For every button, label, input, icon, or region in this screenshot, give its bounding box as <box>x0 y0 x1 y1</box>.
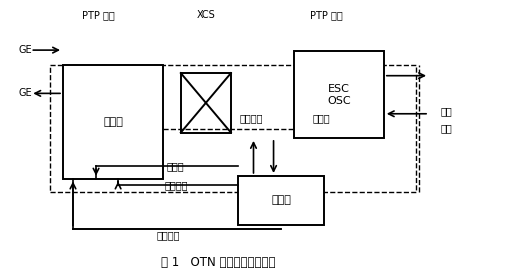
Text: 支路板: 支路板 <box>103 117 123 127</box>
Bar <box>294 51 384 138</box>
Bar <box>238 176 323 225</box>
Text: XCS: XCS <box>197 10 215 20</box>
Text: 系統時鐘: 系統時鐘 <box>157 230 180 240</box>
Bar <box>63 65 163 179</box>
Text: PTP 端口: PTP 端口 <box>310 10 343 20</box>
Text: 系統: 系統 <box>441 106 452 116</box>
Text: ESC
OSC: ESC OSC <box>327 84 350 105</box>
Text: 時間戳: 時間戳 <box>312 113 330 123</box>
Text: GE: GE <box>19 45 32 55</box>
Text: 時鐘板: 時鐘板 <box>271 195 291 205</box>
Text: PTP 端口: PTP 端口 <box>82 10 115 20</box>
Bar <box>181 73 231 132</box>
Text: 圖 1   OTN 設備內部時鐘傳送: 圖 1 OTN 設備內部時鐘傳送 <box>161 256 276 269</box>
Text: 時間戳: 時間戳 <box>167 161 185 171</box>
Text: 實時時間: 實時時間 <box>239 113 263 123</box>
Bar <box>50 65 416 192</box>
Text: GE: GE <box>19 88 32 98</box>
Text: 時鐘: 時鐘 <box>441 124 452 134</box>
Text: 實時時間: 實時時間 <box>164 180 188 190</box>
